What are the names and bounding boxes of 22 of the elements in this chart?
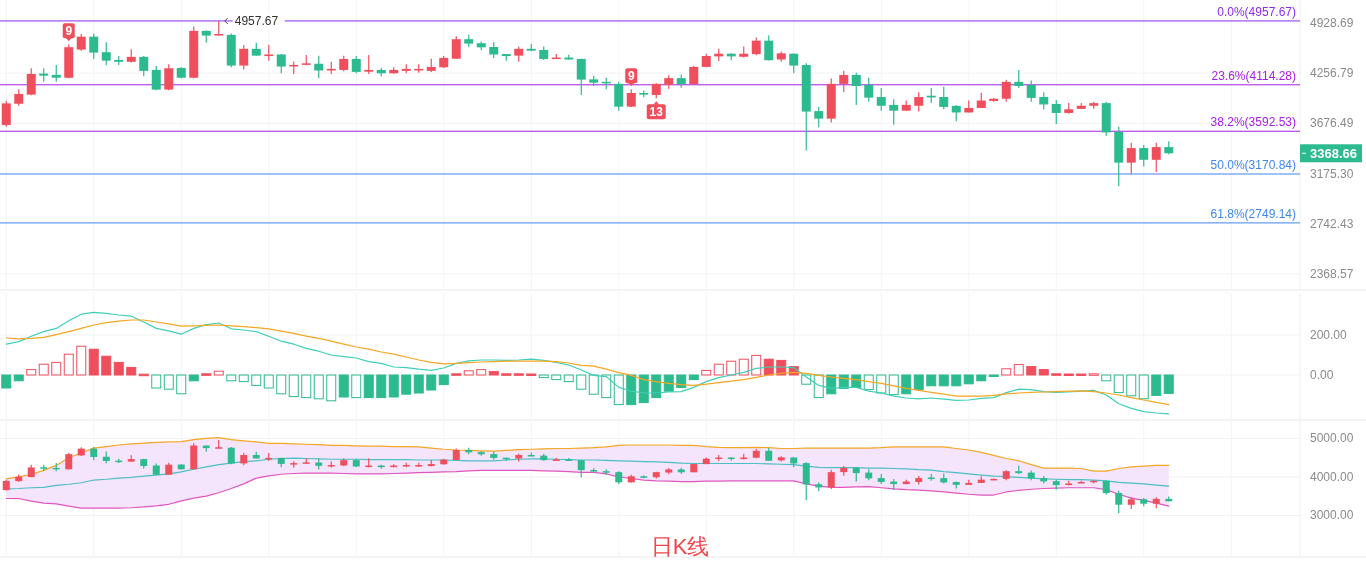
y-tick-label: 4256.79 bbox=[1310, 66, 1354, 81]
y-tick-label: 3000.00 bbox=[1310, 508, 1354, 523]
y-tick-label: 0.00 bbox=[1310, 368, 1334, 382]
text: 日K线 bbox=[650, 534, 710, 559]
annotation: 4957.67 bbox=[234, 13, 279, 28]
y-tick-label: 4000.00 bbox=[1310, 469, 1354, 484]
ref-line-label: 38.2%(3592.53) bbox=[1210, 115, 1296, 130]
y-tick-label: 3175.30 bbox=[1310, 166, 1354, 181]
y-tick-label: 200.00 bbox=[1310, 328, 1348, 342]
ref-line-label: 50.0%(3170.84) bbox=[1210, 158, 1296, 173]
line-series bbox=[5, 319, 1170, 406]
annotation: 13 bbox=[649, 105, 664, 120]
text: 3368.66 bbox=[1310, 146, 1357, 162]
ref-line-label: 61.8%(2749.14) bbox=[1210, 206, 1296, 221]
line-series bbox=[5, 311, 1170, 415]
ref-line-label: 0.0%(4957.67) bbox=[1217, 4, 1296, 19]
y-tick-label: 4928.69 bbox=[1310, 15, 1354, 30]
y-tick-label: 5000.00 bbox=[1310, 431, 1354, 446]
y-tick-label: 3676.49 bbox=[1310, 116, 1354, 131]
ref-line-label: 23.6%(4114.28) bbox=[1211, 68, 1296, 83]
y-tick-label: 2368.57 bbox=[1310, 266, 1354, 281]
y-tick-label: 2742.43 bbox=[1310, 216, 1354, 231]
